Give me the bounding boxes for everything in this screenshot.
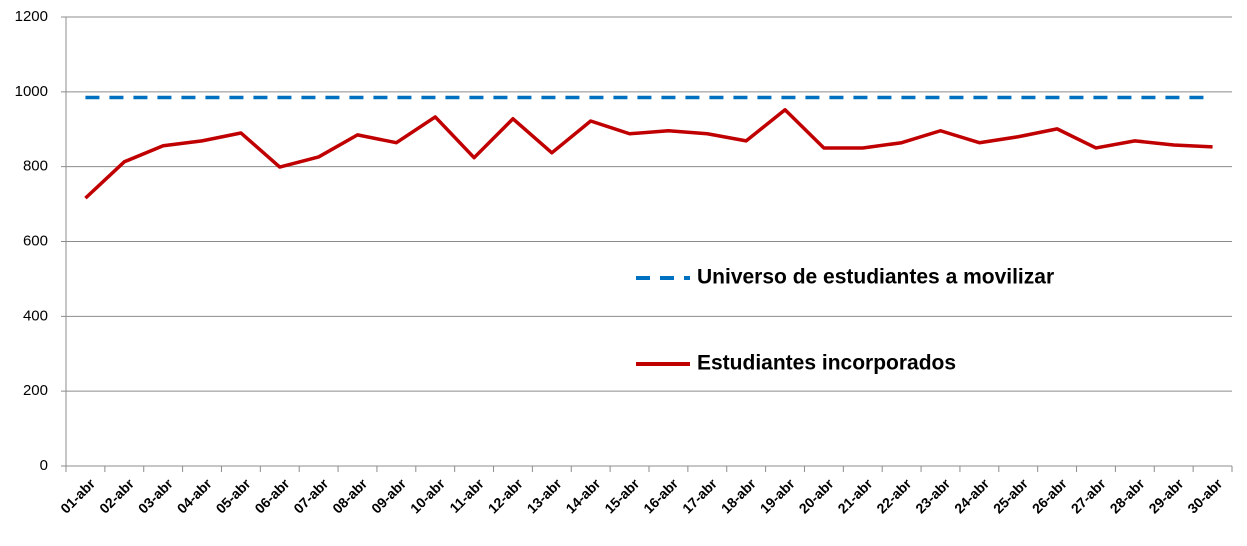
y-tick-label: 600 [23, 232, 48, 249]
x-tick-label: 10-abr [407, 475, 448, 516]
x-tick-label: 24-abr [951, 475, 992, 516]
x-tick-label: 12-abr [485, 475, 526, 516]
x-tick-label: 14-abr [562, 475, 603, 516]
x-tick-label: 19-abr [757, 475, 798, 516]
x-tick-label: 06-abr [251, 475, 292, 516]
series-line [84, 108, 1213, 200]
legend-label: Universo de estudiantes a movilizar [697, 266, 1054, 289]
y-tick-label: 0 [40, 457, 48, 474]
x-tick-label: 23-abr [912, 475, 953, 516]
x-tick-label: 01-abr [57, 475, 98, 516]
x-tick-label: 30-abr [1184, 475, 1225, 516]
x-tick-label: 08-abr [329, 475, 370, 516]
y-tick-label: 1000 [15, 83, 48, 100]
x-tick-label: 04-abr [174, 475, 215, 516]
x-tick-label: 28-abr [1107, 475, 1148, 516]
y-tick-label: 800 [23, 158, 48, 175]
x-tick-label: 13-abr [524, 475, 565, 516]
x-tick-label: 17-abr [679, 475, 720, 516]
x-tick-label: 03-abr [135, 475, 176, 516]
x-tick-label: 02-abr [96, 475, 137, 516]
x-tick-label: 11-abr [446, 475, 487, 516]
x-tick-label: 16-abr [640, 475, 681, 516]
x-tick-label: 20-abr [796, 475, 837, 516]
x-tick-label: 15-abr [601, 475, 642, 516]
y-tick-label: 200 [23, 382, 48, 399]
y-tick-label: 400 [23, 307, 48, 324]
y-tick-label: 1200 [15, 8, 48, 25]
x-tick-label: 05-abr [213, 475, 254, 516]
x-tick-label: 21-abr [834, 475, 875, 516]
x-tick-label: 26-abr [1029, 475, 1070, 516]
x-tick-label: 22-abr [873, 475, 914, 516]
x-tick-label: 07-abr [290, 475, 331, 516]
x-tick-label: 27-abr [1068, 475, 1109, 516]
x-tick-label: 25-abr [990, 475, 1031, 516]
x-tick-label: 18-abr [718, 475, 759, 516]
x-tick-label: 29-abr [1145, 475, 1186, 516]
x-tick-label: 09-abr [368, 475, 409, 516]
legend-label: Estudiantes incorporados [697, 352, 956, 375]
